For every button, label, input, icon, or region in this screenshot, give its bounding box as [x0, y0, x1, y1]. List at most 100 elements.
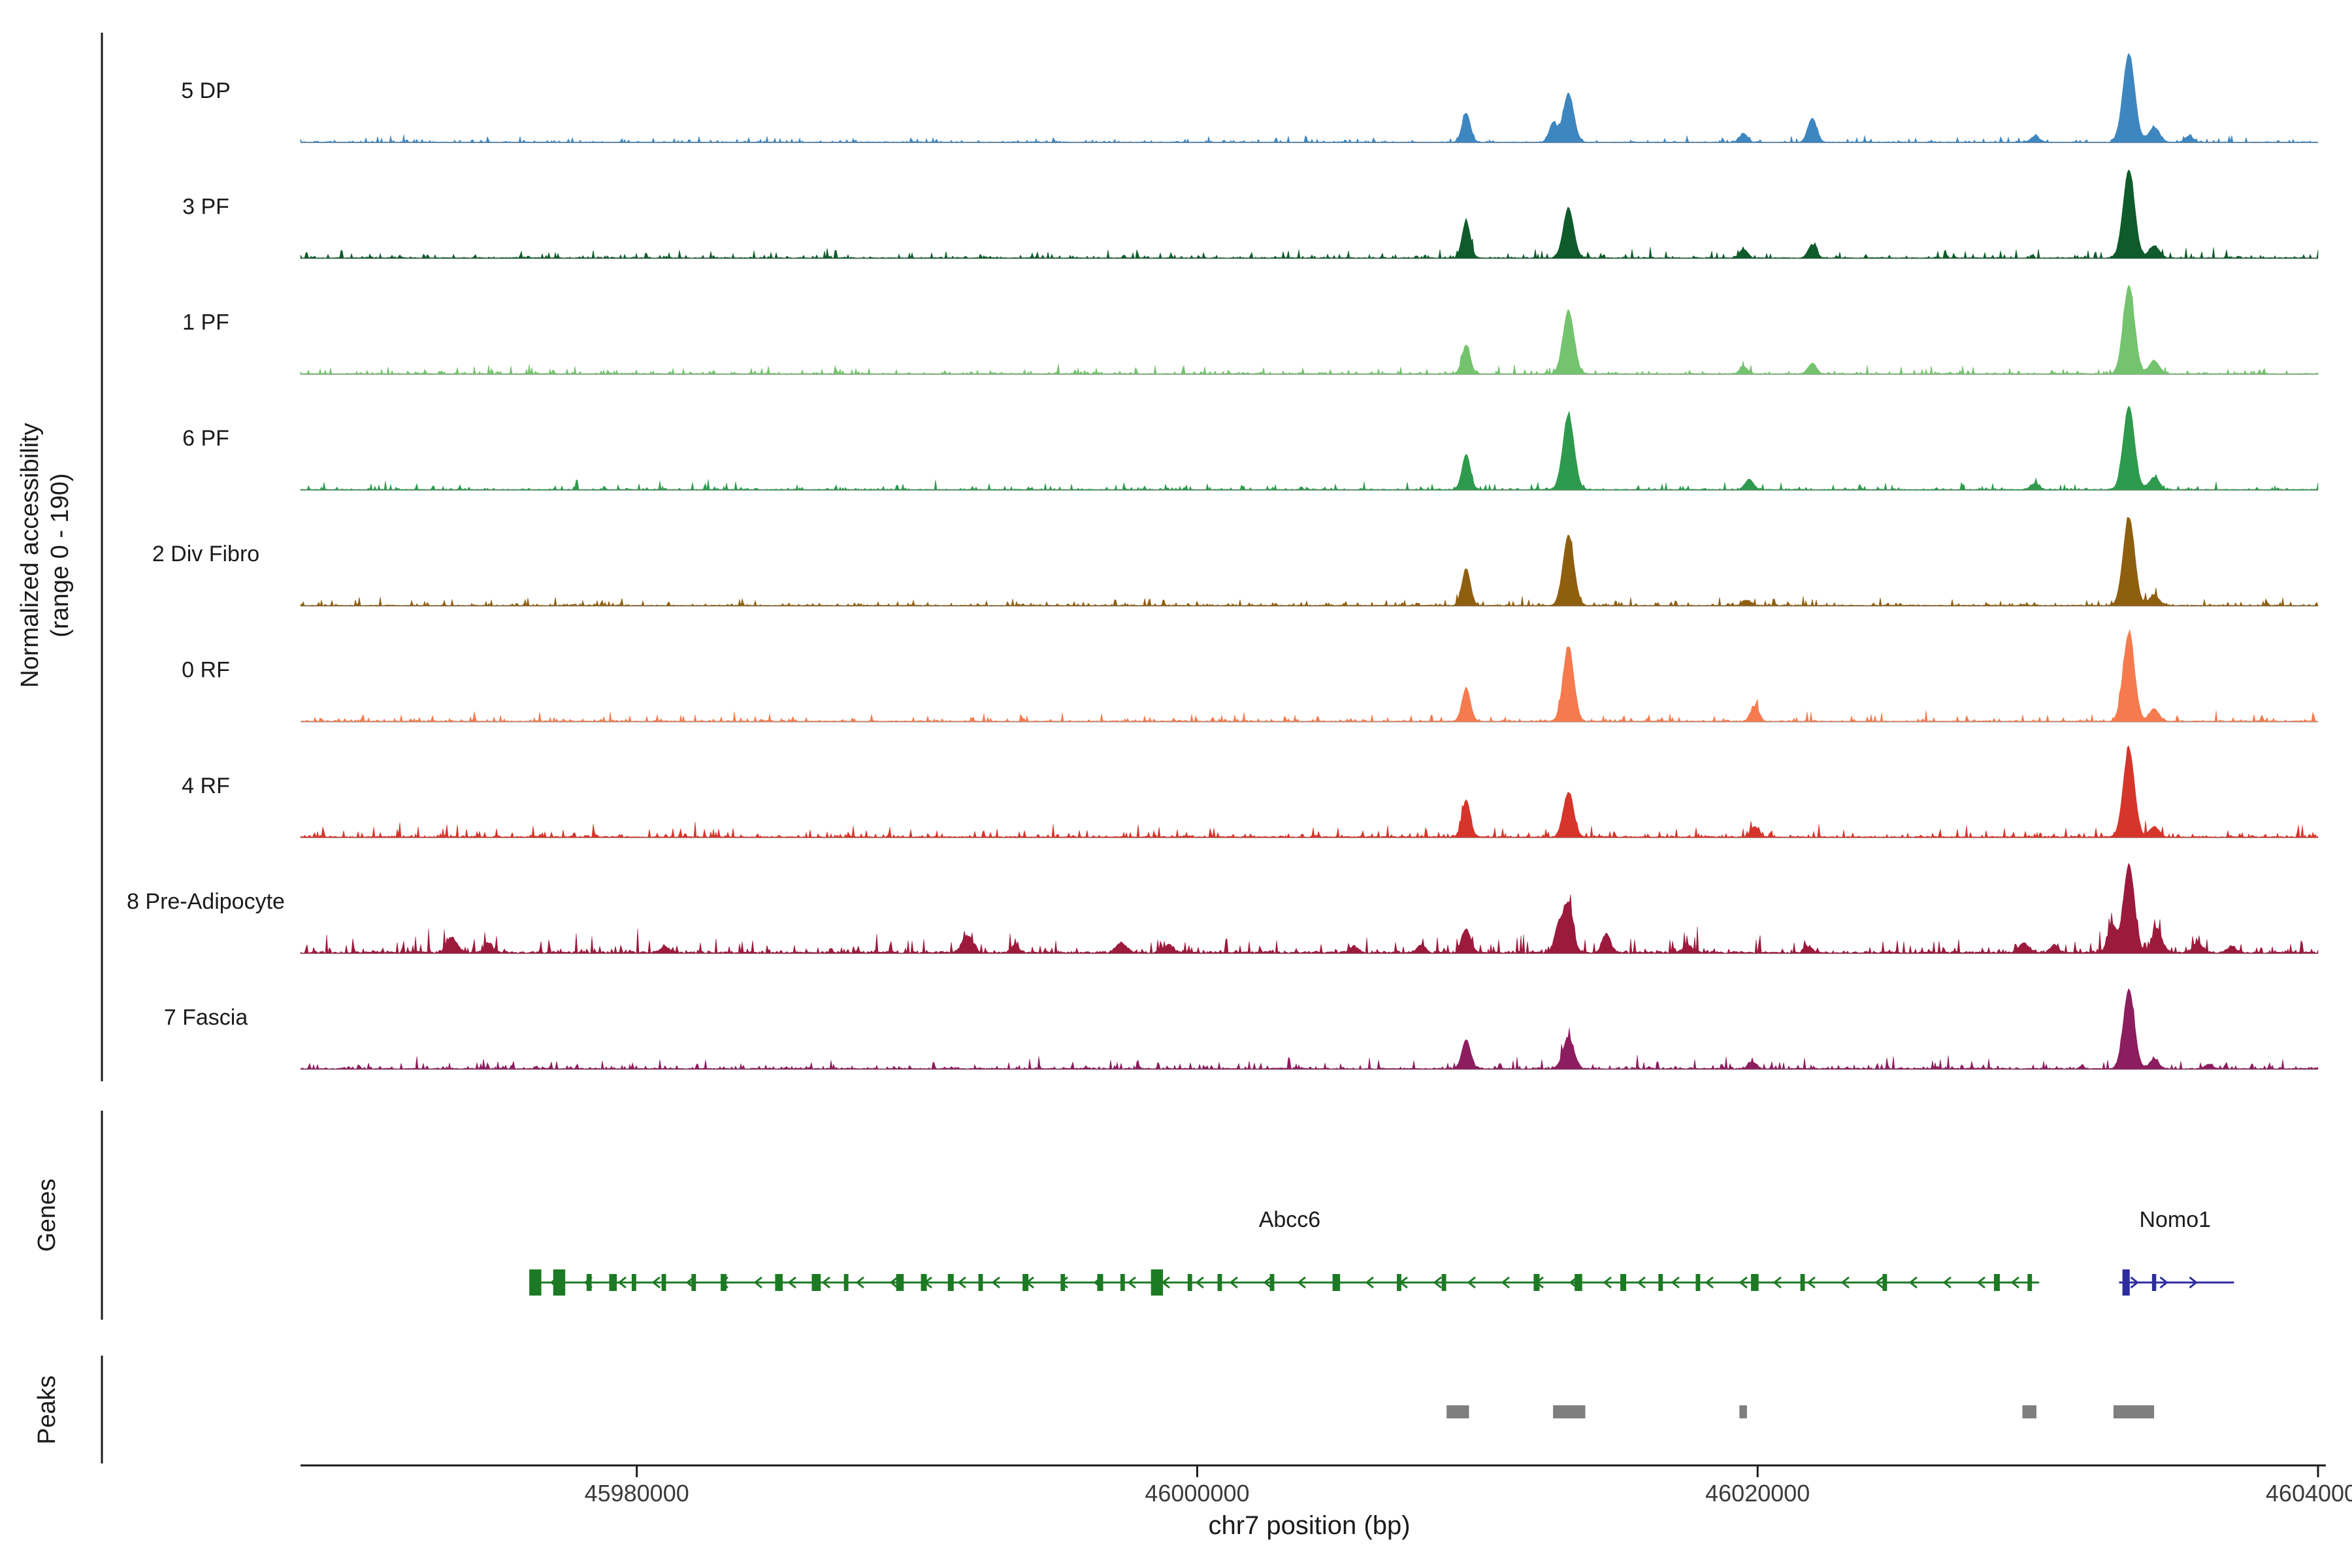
exon-box	[1993, 1274, 2000, 1291]
exon-box	[843, 1274, 849, 1291]
exon-box	[1695, 1274, 1701, 1291]
strand-arrow-icon	[1772, 1276, 1782, 1289]
track-label: 1 PF	[182, 310, 229, 335]
exon-box	[1187, 1274, 1192, 1291]
accessibility-tracks: 5 DP 3 PF 1 PF 6 PF 2 Div Fibro 0 RF 4 RF 8 Pre…	[127, 52, 2319, 1070]
exon-box	[691, 1274, 696, 1291]
strand-arrow-icon	[2159, 1276, 2168, 1289]
strand-arrow-icon	[1637, 1276, 1646, 1289]
exon-box	[1060, 1274, 1066, 1291]
strand-arrow-icon	[787, 1276, 796, 1289]
x-axis-title: chr7 position (bp)	[1208, 1511, 1410, 1540]
exon-box	[661, 1274, 666, 1291]
track-label: 3 PF	[182, 194, 229, 219]
strand-arrow-icon	[991, 1276, 1000, 1289]
exon-box	[1620, 1274, 1627, 1291]
exon-box	[1441, 1274, 1446, 1291]
genes-section-label: Genes	[33, 1179, 61, 1252]
exon-box	[896, 1274, 904, 1291]
strand-arrow-icon	[1433, 1276, 1442, 1289]
track-2-div-fibro: 2 Div Fibro	[152, 517, 2319, 607]
track-signal-area	[300, 169, 2319, 259]
strand-arrow-icon	[753, 1276, 762, 1289]
strand-arrow-icon	[1806, 1276, 1816, 1289]
strand-arrow-icon	[2130, 1276, 2139, 1289]
track-3-pf: 3 PF	[182, 169, 2319, 259]
strand-arrow-icon	[1942, 1276, 1952, 1289]
strand-arrow-icon	[2189, 1276, 2198, 1289]
track-signal-area	[300, 285, 2319, 375]
exon-box	[1151, 1269, 1164, 1296]
strand-arrow-icon	[1229, 1276, 1238, 1289]
y-axis-label-line1: Normalized accessibility	[16, 423, 44, 687]
track-1-pf: 1 PF	[182, 285, 2319, 375]
track-5-dp: 5 DP	[181, 52, 2319, 143]
strand-arrow-icon	[2010, 1276, 2019, 1289]
exon-box	[1269, 1274, 1275, 1291]
exon-box	[1800, 1274, 1805, 1291]
track-signal-area	[300, 745, 2319, 838]
strand-arrow-icon	[1976, 1276, 1985, 1289]
exon-box	[1658, 1274, 1663, 1291]
exon-box	[529, 1269, 542, 1296]
peak-region-box	[2022, 1405, 2036, 1418]
exon-box	[2027, 1274, 2033, 1291]
strand-arrow-icon	[957, 1276, 966, 1289]
strand-arrow-icon	[1263, 1276, 1272, 1289]
exon-box	[1575, 1274, 1582, 1291]
exon-box	[1751, 1274, 1759, 1291]
track-label: 7 Fascia	[164, 1005, 248, 1030]
strand-arrow-icon	[1297, 1276, 1306, 1289]
exon-box	[1882, 1274, 1887, 1291]
track-label: 6 PF	[182, 426, 229, 451]
strand-arrow-icon	[617, 1276, 627, 1289]
x-axis-tick-label: 46020000	[1705, 1480, 1810, 1507]
strand-arrow-icon	[1501, 1276, 1510, 1289]
called-peaks	[1446, 1405, 2155, 1418]
exon-box	[1022, 1274, 1029, 1291]
y-axis-label-line2: (range 0 - 190)	[46, 473, 74, 637]
strand-arrow-icon	[1874, 1276, 1884, 1289]
x-axis-tick-label: 46040000	[2266, 1480, 2352, 1507]
track-signal-area	[300, 406, 2319, 491]
strand-arrow-icon	[651, 1276, 661, 1289]
track-signal-area	[300, 517, 2319, 607]
exon-box	[775, 1274, 783, 1291]
track-label: 8 Pre-Adipocyte	[127, 889, 285, 914]
exon-box	[811, 1274, 821, 1291]
exon-box	[1533, 1274, 1540, 1291]
strand-arrow-icon	[821, 1276, 830, 1289]
strand-arrow-icon	[1908, 1276, 1918, 1289]
track-signal-area	[300, 629, 2319, 723]
peak-region-box	[1739, 1405, 1747, 1418]
peaks-section-label: Peaks	[33, 1375, 61, 1445]
exon-box	[947, 1274, 954, 1291]
gene-nomo1: Nomo1	[2119, 1207, 2234, 1296]
strand-arrow-icon	[1840, 1276, 1850, 1289]
track-label: 4 RF	[182, 774, 230, 798]
exon-box	[921, 1274, 927, 1291]
gene-name-label: Abcc6	[1259, 1207, 1321, 1232]
track-8-pre-adipocyte: 8 Pre-Adipocyte	[127, 862, 2319, 955]
track-label: 0 RF	[182, 658, 230, 683]
peak-region-box	[1446, 1405, 1469, 1418]
track-label: 2 Div Fibro	[152, 542, 259, 566]
peak-region-box	[2113, 1405, 2155, 1418]
strand-arrow-icon	[1127, 1276, 1136, 1289]
track-4-rf: 4 RF	[182, 745, 2319, 838]
strand-arrow-icon	[1365, 1276, 1374, 1289]
exon-box	[1217, 1274, 1222, 1291]
exon-box	[553, 1269, 566, 1296]
track-signal-area	[300, 862, 2319, 954]
strand-arrow-icon	[1195, 1276, 1204, 1289]
exon-box	[1097, 1274, 1103, 1291]
strand-arrow-icon	[889, 1276, 898, 1289]
track-label: 5 DP	[181, 78, 231, 103]
strand-arrow-icon	[1705, 1276, 1714, 1289]
track-0-rf: 0 RF	[182, 629, 2319, 723]
exon-box	[631, 1274, 636, 1291]
track-signal-area	[300, 52, 2319, 143]
track-signal-area	[300, 988, 2319, 1070]
x-axis-tick-label: 45980000	[585, 1480, 689, 1507]
gene-name-label: Nomo1	[2139, 1207, 2211, 1232]
